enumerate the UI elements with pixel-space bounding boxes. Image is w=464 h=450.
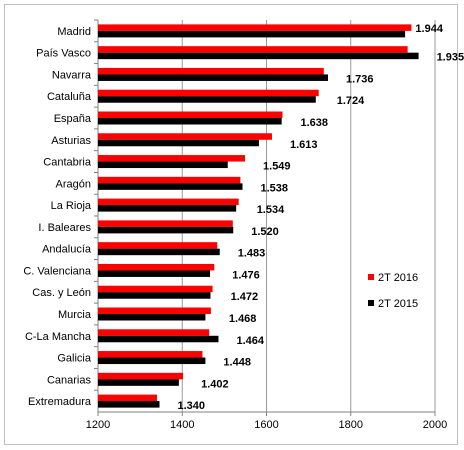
category-label: Cataluña — [47, 91, 92, 103]
bar-2t-2015 — [98, 118, 282, 125]
bar-2t-2015 — [98, 74, 329, 81]
data-label: 1.468 — [229, 313, 257, 325]
data-label: 1.935 — [437, 52, 464, 64]
bar-2t-2016 — [98, 89, 319, 97]
bar-2t-2015 — [98, 30, 406, 38]
legend-label-2t-2015: 2T 2015 — [378, 298, 418, 310]
bar-2t-2016 — [98, 307, 211, 314]
bar-2t-2015 — [98, 205, 237, 212]
data-label: 1.638 — [301, 117, 329, 129]
bar-2t-2016 — [98, 263, 215, 271]
bar-2t-2016 — [98, 111, 283, 118]
bar-2t-2015 — [98, 52, 419, 60]
bar-2t-2015 — [98, 314, 206, 321]
data-label: 1.538 — [260, 182, 288, 194]
category-label: La Rioja — [51, 200, 92, 212]
x-tick-label: 1600 — [254, 419, 278, 431]
legend-label-2t-2016: 2T 2016 — [378, 272, 418, 284]
bar-2t-2015 — [98, 270, 211, 277]
data-label: 1.549 — [263, 161, 291, 173]
category-label: España — [54, 113, 92, 125]
bar-2t-2016 — [98, 67, 324, 75]
category-label: Aragón — [56, 178, 91, 190]
bar-2t-2016 — [98, 242, 218, 249]
bar-2t-2016 — [98, 329, 210, 336]
category-label: Cantabria — [43, 157, 92, 169]
data-label: 1.448 — [223, 357, 251, 369]
bar-2t-2015 — [98, 183, 243, 190]
bar-2t-2016 — [98, 198, 239, 206]
bar-2t-2015 — [98, 139, 259, 147]
bar-2t-2016 — [98, 285, 213, 293]
bar-2t-2016 — [98, 176, 241, 184]
bar-2t-2015 — [98, 96, 316, 103]
bar-2t-2015 — [98, 248, 220, 256]
category-label: Cas. y León — [32, 287, 91, 299]
bar-2t-2016 — [98, 351, 203, 358]
category-label: País Vasco — [36, 48, 91, 60]
bar-2t-2016 — [98, 133, 272, 140]
x-tick-label: 2000 — [423, 419, 447, 431]
bar-2t-2015 — [98, 335, 219, 343]
category-label: Galicia — [57, 353, 92, 365]
category-label: Andalucía — [42, 244, 92, 256]
category-label: Asturias — [51, 135, 91, 147]
data-label: 1.476 — [232, 269, 260, 281]
category-label: Murcia — [58, 309, 92, 321]
category-label: Extremadura — [28, 396, 92, 408]
bar-2t-2015 — [98, 161, 228, 169]
chart-frame — [4, 4, 458, 445]
category-label: Navarra — [52, 69, 92, 81]
data-label: 1.520 — [251, 226, 279, 238]
category-label: I. Baleares — [38, 222, 91, 234]
bar-2t-2015 — [98, 292, 211, 299]
data-label: 1.483 — [238, 248, 266, 260]
bar-2t-2015 — [98, 379, 179, 386]
x-tick-label: 1200 — [86, 419, 110, 431]
data-label: 1.736 — [346, 73, 374, 85]
legend-swatch-2t-2015 — [368, 300, 374, 306]
bar-2t-2016 — [98, 155, 246, 162]
category-label: Madrid — [57, 26, 91, 38]
bar-2t-2015 — [98, 357, 206, 365]
data-label: 1.534 — [257, 204, 285, 216]
bar-2t-2016 — [98, 372, 184, 380]
data-label: 1.472 — [231, 291, 259, 303]
legend-swatch-2t-2016 — [368, 274, 374, 280]
bar-2t-2016 — [98, 220, 233, 227]
data-label: 1.724 — [337, 95, 365, 107]
category-label: C. Valenciana — [23, 265, 92, 277]
data-label: 1.340 — [178, 400, 206, 412]
x-tick-label: 1400 — [170, 419, 194, 431]
bar-2t-2016 — [98, 24, 412, 31]
data-label: 1.944 — [415, 23, 443, 35]
bar-2t-2016 — [98, 46, 408, 53]
category-label: Canarias — [47, 374, 92, 386]
bar-2t-2015 — [98, 401, 160, 408]
x-tick-label: 1800 — [339, 419, 363, 431]
data-label: 1.613 — [290, 139, 318, 151]
bar-2t-2016 — [98, 394, 157, 402]
bar-2t-2015 — [98, 226, 234, 234]
category-label: C-La Mancha — [25, 331, 92, 343]
data-label: 1.464 — [236, 335, 264, 347]
data-label: 1.402 — [201, 378, 229, 390]
